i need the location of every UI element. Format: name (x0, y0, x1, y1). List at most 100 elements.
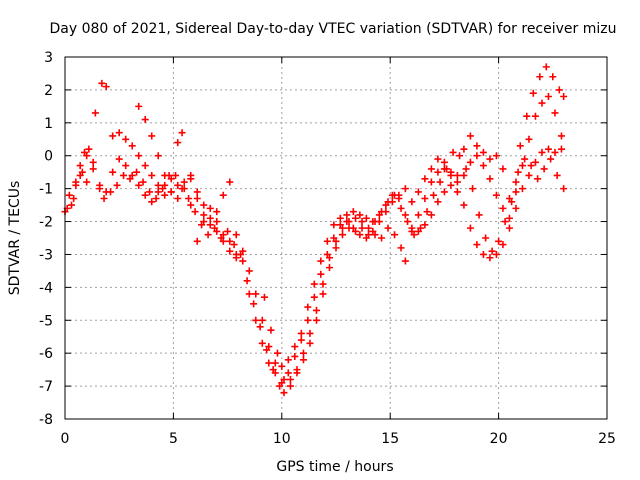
data-point (68, 201, 76, 209)
data-point (369, 227, 377, 235)
data-point (473, 152, 481, 160)
data-point (529, 89, 537, 97)
data-point (286, 376, 294, 384)
data-point (96, 185, 104, 193)
data-point (258, 316, 266, 324)
data-point (362, 234, 370, 242)
data-point (83, 152, 91, 160)
data-point (462, 165, 470, 173)
data-point (473, 142, 481, 150)
data-point (560, 92, 568, 100)
data-point (427, 211, 435, 219)
data-point (243, 277, 251, 285)
data-point (193, 188, 201, 196)
data-point (512, 188, 520, 196)
data-point (115, 129, 123, 137)
data-point (109, 132, 117, 140)
data-point (531, 158, 539, 166)
data-point (551, 148, 559, 156)
data-point (421, 221, 429, 229)
data-point (447, 171, 455, 179)
data-point (89, 165, 97, 173)
data-point (401, 257, 409, 265)
data-point (378, 234, 386, 242)
data-point (427, 165, 435, 173)
data-point (76, 162, 84, 170)
data-point (516, 142, 524, 150)
data-point (505, 214, 513, 222)
data-point (551, 109, 559, 117)
chart-title: Day 080 of 2021, Sidereal Day-to-day VTE… (50, 21, 617, 37)
y-tick-label: -1 (39, 182, 53, 198)
y-tick-label: -2 (39, 215, 53, 231)
data-point (378, 208, 386, 216)
data-point (410, 231, 418, 239)
data-point (443, 165, 451, 173)
data-point (245, 290, 253, 298)
data-point (72, 181, 80, 189)
data-point (414, 188, 422, 196)
data-point (230, 241, 238, 249)
data-point (531, 112, 539, 120)
data-point (495, 237, 503, 245)
data-point (154, 181, 162, 189)
data-point (174, 195, 182, 203)
data-point (384, 198, 392, 206)
data-point (460, 201, 468, 209)
data-point (325, 254, 333, 262)
data-point (544, 145, 552, 153)
data-point (206, 204, 214, 212)
plot-frame (64, 56, 608, 420)
data-point (460, 171, 468, 179)
data-point (449, 148, 457, 156)
data-point (317, 257, 325, 265)
data-point (226, 178, 234, 186)
data-point (417, 224, 425, 232)
y-axis-label: SDTVAR / TECUs (7, 181, 23, 296)
data-point (100, 195, 108, 203)
data-point (391, 191, 399, 199)
data-point (527, 162, 535, 170)
x-tick-label: 0 (61, 431, 70, 447)
data-point (330, 221, 338, 229)
data-point (120, 171, 128, 179)
data-point (267, 326, 275, 334)
data-point (362, 214, 370, 222)
data-point (256, 323, 264, 331)
data-point (148, 132, 156, 140)
data-point (512, 204, 520, 212)
data-series-3 (65, 92, 565, 370)
data-point (304, 303, 312, 311)
data-point (473, 241, 481, 249)
data-point (299, 356, 307, 364)
data-point (232, 231, 240, 239)
data-point (174, 139, 182, 147)
data-point (226, 237, 234, 245)
data-point (557, 132, 565, 140)
data-point (339, 231, 347, 239)
data-point (172, 171, 180, 179)
data-point (148, 198, 156, 206)
data-point (167, 188, 175, 196)
data-point (492, 152, 500, 160)
data-point (343, 211, 351, 219)
data-point (213, 227, 221, 235)
data-point (122, 162, 130, 170)
data-point (466, 132, 474, 140)
data-point (358, 224, 366, 232)
data-point (352, 214, 360, 222)
data-point (148, 171, 156, 179)
data-point (523, 112, 531, 120)
data-point (518, 185, 526, 193)
data-point (98, 79, 106, 87)
data-point (447, 181, 455, 189)
data-point (414, 211, 422, 219)
data-point (265, 359, 273, 367)
data-point (488, 247, 496, 255)
data-point (271, 369, 279, 377)
data-point (553, 171, 561, 179)
data-point (518, 162, 526, 170)
y-tick-labels: 3 2 1 0 -1 -2 -3 -4 -5 -6 -7 -8 (39, 50, 53, 428)
data-point (555, 86, 563, 94)
